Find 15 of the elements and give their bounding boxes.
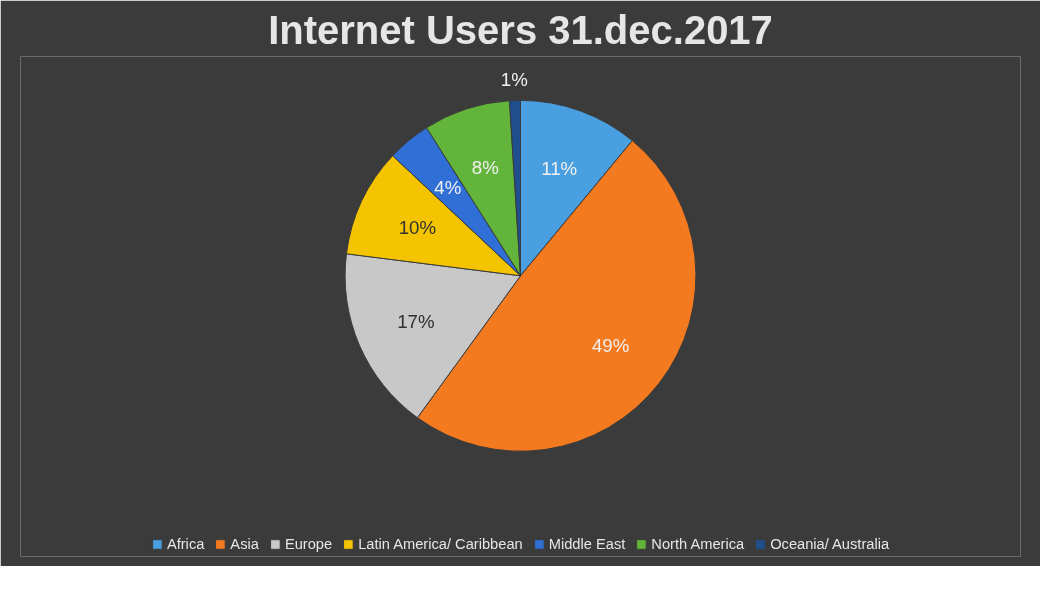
data-label: 4% <box>434 177 462 199</box>
data-label: 11% <box>541 158 578 179</box>
legend-label: Africa <box>166 536 205 552</box>
legend-label: Middle East <box>548 536 626 552</box>
legend-label: North America <box>651 536 745 552</box>
legend-label: Oceania/ Australia <box>770 536 890 552</box>
data-label: 10% <box>398 216 436 238</box>
data-label: 49% <box>591 335 630 357</box>
legend-label: Europe <box>284 536 333 552</box>
data-label: 8% <box>471 156 499 178</box>
legend-label: Asia <box>230 536 259 552</box>
data-label: 17% <box>397 310 435 332</box>
data-label: 1% <box>500 68 528 90</box>
legend-label: Latin America/ Caribbean <box>358 536 523 552</box>
chart-title: Internet Users 31.dec.2017 <box>268 7 773 52</box>
